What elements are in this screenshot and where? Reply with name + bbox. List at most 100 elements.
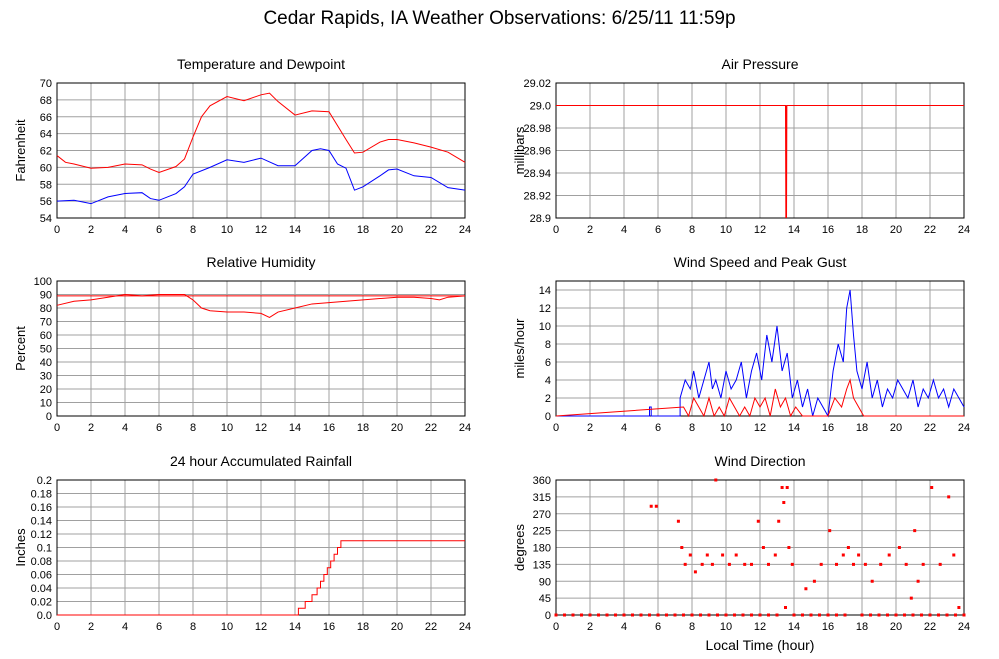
x-tick-label: 8 (190, 224, 196, 236)
data-point (826, 613, 830, 617)
x-tick-label: 6 (156, 224, 162, 236)
y-tick-label: 14 (539, 285, 551, 297)
data-point (743, 562, 747, 566)
data-point (928, 613, 932, 617)
y-tick-label: 29.0 (530, 101, 551, 113)
y-tick-label: 70 (40, 317, 52, 329)
x-tick-label: 14 (788, 422, 800, 434)
y-tick-label: 12 (539, 303, 551, 315)
data-point (639, 613, 643, 617)
x-tick-label: 18 (856, 224, 868, 236)
x-tick-label: 0 (54, 224, 60, 236)
chart-title: Wind Speed and Peak Gust (674, 254, 847, 270)
y-tick-label: 29.02 (523, 78, 551, 90)
chart-title: 24 hour Accumulated Rainfall (170, 453, 352, 469)
x-tick-label: 2 (88, 621, 94, 633)
data-point (930, 486, 934, 489)
plot-frame (56, 82, 466, 219)
data-point (841, 553, 845, 557)
data-point (911, 613, 915, 617)
x-tick-label: 2 (587, 224, 593, 236)
x-tick-label: 2 (587, 422, 593, 434)
data-point (819, 562, 823, 566)
y-tick-label: 4 (545, 375, 551, 387)
x-tick-label: 24 (459, 224, 471, 236)
data-point (835, 562, 838, 566)
y-tick-label: 0.14 (31, 516, 52, 528)
y-tick-label: 90 (40, 290, 52, 302)
data-point (835, 613, 838, 617)
data-point (784, 606, 787, 609)
data-point (879, 562, 883, 566)
x-tick-label: 6 (156, 621, 162, 633)
y-tick-label: 0 (545, 411, 551, 423)
data-point (937, 613, 940, 617)
y-tick-label: 10 (40, 398, 52, 410)
data-point (785, 486, 789, 489)
y-tick-label: 315 (533, 492, 551, 504)
data-point (750, 613, 753, 617)
x-tick-label: 6 (156, 422, 162, 434)
y-tick-label: 0 (545, 610, 551, 622)
x-tick-label: 0 (54, 621, 60, 633)
x-tick-label: 16 (822, 422, 834, 434)
x-tick-label: 22 (425, 224, 437, 236)
x-tick-label: 2 (587, 621, 593, 633)
data-point (818, 613, 821, 617)
data-point (714, 478, 718, 482)
data-point (877, 613, 881, 617)
y-tick-label: 45 (539, 593, 551, 605)
y-axis-label: Fahrenheit (13, 119, 28, 182)
x-tick-label: 24 (459, 621, 471, 633)
data-point (903, 613, 906, 617)
x-tick-label: 20 (391, 422, 403, 434)
y-tick-label: 66 (40, 112, 52, 124)
chart-title: Temperature and Dewpoint (177, 56, 345, 72)
y-tick-label: 10 (539, 321, 551, 333)
y-tick-label: 68 (40, 95, 52, 107)
y-tick-label: 180 (533, 543, 551, 555)
data-point (554, 613, 558, 617)
page-title: Cedar Rapids, IA Weather Observations: 6… (263, 8, 736, 29)
y-tick-label: 0.18 (31, 489, 52, 501)
y-tick-label: 28.96 (523, 146, 551, 158)
y-tick-label: 100 (34, 276, 52, 288)
series-line (556, 289, 965, 418)
data-point (773, 553, 777, 557)
data-point (869, 613, 872, 617)
y-tick-label: 0.12 (31, 529, 52, 541)
y-tick-label: 270 (533, 509, 551, 521)
x-tick-label: 16 (323, 621, 335, 633)
data-point (656, 613, 660, 617)
y-tick-label: 0.16 (31, 502, 52, 514)
data-point (758, 613, 762, 617)
data-point (792, 613, 796, 617)
x-tick-label: 22 (425, 422, 437, 434)
data-point (787, 546, 791, 549)
data-point (614, 613, 617, 617)
data-point (938, 562, 942, 566)
x-tick-label: 6 (655, 422, 661, 434)
x-tick-label: 4 (122, 224, 128, 236)
series-line (555, 378, 964, 418)
y-tick-label: 40 (40, 357, 52, 369)
y-tick-label: 360 (533, 475, 551, 487)
data-point (693, 570, 697, 574)
x-tick-label: 6 (655, 224, 661, 236)
data-point (801, 613, 804, 617)
y-tick-label: 30 (40, 371, 52, 383)
x-tick-label: 12 (255, 621, 267, 633)
y-axis-label: millibars (512, 126, 527, 174)
data-point (828, 529, 832, 533)
data-point (886, 613, 889, 617)
x-tick-label: 12 (754, 224, 766, 236)
x-tick-label: 8 (190, 621, 196, 633)
data-point (688, 553, 692, 557)
y-tick-label: 90 (539, 576, 551, 588)
x-tick-label: 20 (890, 422, 902, 434)
chart-rh: 0 2 4 6 8 10 12 14 16 18 20 22 240102030405060708090… (13, 254, 471, 434)
y-tick-label: 28.9 (530, 213, 551, 225)
y-tick-label: 0.1 (37, 543, 52, 555)
data-point (700, 562, 704, 566)
